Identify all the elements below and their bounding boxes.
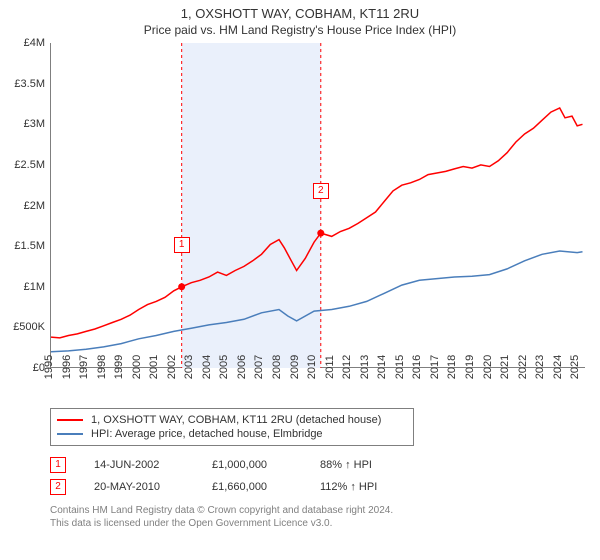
y-tick-label: £1M (24, 281, 51, 293)
x-tick-label: 2006 (232, 355, 248, 379)
x-tick-label: 2024 (547, 355, 563, 379)
legend-label: HPI: Average price, detached house, Elmb… (91, 428, 323, 440)
tx-price: £1,660,000 (212, 481, 292, 493)
chart-title: 1, OXSHOTT WAY, COBHAM, KT11 2RU (0, 0, 600, 21)
x-tick-label: 2012 (337, 355, 353, 379)
x-tick-label: 2025 (565, 355, 581, 379)
x-tick-label: 1997 (74, 355, 90, 379)
x-tick-label: 2007 (249, 355, 265, 379)
x-tick-label: 2018 (442, 355, 458, 379)
transaction-row: 1 14-JUN-2002 £1,000,000 88% ↑ HPI (50, 454, 590, 476)
marker-label-1: 1 (174, 237, 190, 253)
x-tick-label: 2021 (495, 355, 511, 379)
x-tick-label: 2011 (320, 355, 336, 379)
x-tick-label: 2023 (530, 355, 546, 379)
tx-pct: 112% ↑ HPI (320, 481, 400, 493)
transactions-table: 1 14-JUN-2002 £1,000,000 88% ↑ HPI 2 20-MAY-2… (50, 454, 590, 498)
x-tick-label: 1996 (56, 355, 72, 379)
x-tick-label: 1998 (91, 355, 107, 379)
x-tick-label: 2000 (126, 355, 142, 379)
x-tick-label: 2002 (162, 355, 178, 379)
x-tick-label: 2001 (144, 355, 160, 379)
chart-container: 1, OXSHOTT WAY, COBHAM, KT11 2RU Price p… (0, 0, 600, 560)
plot-area: £0£500K£1M£1.5M£2M£2.5M£3M£3.5M£4M 19951… (50, 43, 585, 368)
legend-label: 1, OXSHOTT WAY, COBHAM, KT11 2RU (detach… (91, 414, 381, 426)
y-tick-label: £4M (24, 37, 51, 49)
x-tick-label: 2008 (267, 355, 283, 379)
y-tick-label: £2M (24, 200, 51, 212)
x-axis-ticks: 1995199619971998199920002001200220032004… (51, 43, 585, 367)
tx-price: £1,000,000 (212, 459, 292, 471)
x-tick-label: 2013 (354, 355, 370, 379)
x-tick-label: 2019 (460, 355, 476, 379)
tx-marker: 1 (50, 457, 66, 473)
x-tick-label: 2009 (284, 355, 300, 379)
footer-attribution: Contains HM Land Registry data © Crown c… (50, 504, 590, 530)
y-tick-label: £3.5M (14, 78, 51, 90)
marker-label-2: 2 (313, 183, 329, 199)
y-tick-label: £500K (13, 321, 51, 333)
x-tick-label: 2010 (302, 355, 318, 379)
plot-inner: £0£500K£1M£1.5M£2M£2.5M£3M£3.5M£4M 19951… (50, 43, 585, 368)
x-tick-label: 2020 (477, 355, 493, 379)
x-tick-label: 2004 (197, 355, 213, 379)
y-tick-label: £2.5M (14, 159, 51, 171)
footer-line-2: This data is licensed under the Open Gov… (50, 517, 590, 530)
y-tick-label: £3M (24, 118, 51, 130)
x-tick-label: 2022 (512, 355, 528, 379)
tx-pct: 88% ↑ HPI (320, 459, 400, 471)
x-tick-label: 2016 (407, 355, 423, 379)
tx-date: 20-MAY-2010 (94, 481, 184, 493)
legend-swatch (57, 433, 83, 435)
transaction-row: 2 20-MAY-2010 £1,660,000 112% ↑ HPI (50, 476, 590, 498)
legend-row: 1, OXSHOTT WAY, COBHAM, KT11 2RU (detach… (57, 413, 407, 427)
chart-legend: 1, OXSHOTT WAY, COBHAM, KT11 2RU (detach… (50, 408, 414, 446)
x-tick-label: 2003 (179, 355, 195, 379)
tx-date: 14-JUN-2002 (94, 459, 184, 471)
x-tick-label: 2015 (390, 355, 406, 379)
footer-line-1: Contains HM Land Registry data © Crown c… (50, 504, 590, 517)
legend-swatch (57, 419, 83, 421)
x-tick-label: 1995 (39, 355, 55, 379)
chart-subtitle: Price paid vs. HM Land Registry's House … (0, 21, 600, 43)
x-tick-label: 2017 (425, 355, 441, 379)
y-tick-label: £1.5M (14, 240, 51, 252)
tx-marker: 2 (50, 479, 66, 495)
x-tick-label: 2005 (214, 355, 230, 379)
x-tick-label: 1999 (109, 355, 125, 379)
legend-row: HPI: Average price, detached house, Elmb… (57, 427, 407, 441)
x-tick-label: 2014 (372, 355, 388, 379)
